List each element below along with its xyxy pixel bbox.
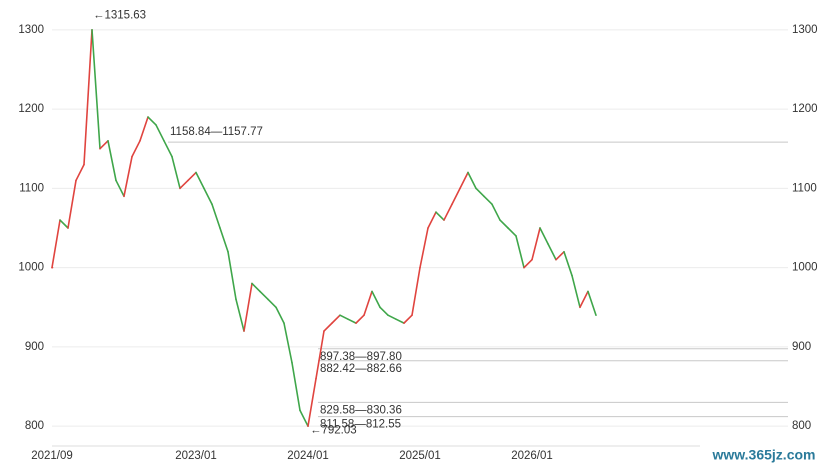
y2-tick-label: 900 — [792, 341, 811, 353]
watermark-bg — [700, 442, 828, 469]
price-segment — [483, 195, 493, 206]
price-segment — [171, 155, 181, 190]
price-segment — [259, 290, 269, 301]
price-segment — [491, 203, 501, 221]
price-segment — [307, 377, 317, 427]
y-tick-label: 800 — [25, 420, 44, 432]
price-segment — [507, 227, 517, 237]
price-segment — [139, 116, 149, 142]
price-segment — [443, 203, 453, 221]
y-tick-label: 1300 — [18, 24, 44, 36]
price-segment — [299, 409, 309, 427]
price-segment — [291, 361, 301, 412]
price-segment — [243, 282, 253, 332]
price-segment — [563, 250, 573, 277]
price-segment — [587, 290, 597, 317]
price-segment — [435, 211, 445, 221]
price-segment — [163, 140, 173, 158]
price-segment — [107, 140, 117, 182]
price-segment — [571, 274, 581, 309]
y-tick-label: 900 — [25, 341, 44, 353]
price-segment — [547, 243, 557, 261]
price-segment — [59, 219, 69, 229]
price-segment — [51, 219, 61, 269]
price-segment — [531, 227, 541, 261]
max-label: ←1315.63 — [93, 9, 146, 21]
watermark: www.365jz.com — [712, 447, 816, 463]
x-tick-label: 2024/01 — [287, 450, 329, 462]
price-segment — [83, 29, 93, 166]
level-label: 882.42—882.66 — [320, 363, 402, 375]
y2-tick-label: 800 — [792, 420, 811, 432]
y2-tick-label: 1200 — [792, 103, 818, 115]
price-segment — [123, 155, 133, 198]
price-segment — [467, 171, 477, 190]
price-segment — [539, 227, 549, 245]
price-segment — [275, 306, 285, 324]
price-segment — [419, 227, 429, 269]
price-segment — [579, 290, 589, 309]
price-segment — [315, 330, 325, 380]
price-segment — [403, 314, 413, 324]
price-segment — [459, 171, 469, 190]
price-segment — [187, 171, 197, 182]
price-segment — [363, 290, 373, 317]
level-label: 811.58—812.55 — [320, 419, 401, 431]
level-label: 897.38—897.80 — [320, 351, 402, 363]
x-tick-label: 2025/01 — [399, 450, 441, 462]
y-tick-label: 1000 — [18, 262, 44, 274]
price-segment — [147, 116, 157, 126]
price-segment — [411, 266, 421, 317]
price-segment — [555, 250, 565, 261]
price-segment — [515, 235, 525, 269]
y2-tick-label: 1000 — [792, 262, 818, 274]
price-segment — [227, 250, 237, 301]
price-segment — [131, 140, 141, 158]
level-label: 1158.84—1157.77 — [170, 126, 263, 138]
price-segment — [203, 187, 213, 206]
price-segment — [67, 179, 77, 229]
y2-tick-label: 1300 — [792, 24, 818, 36]
price-segment — [219, 227, 229, 253]
x-tick-label: 2026/01 — [511, 450, 553, 462]
price-segment — [475, 187, 485, 198]
price-segment — [155, 124, 165, 142]
price-segment — [75, 163, 85, 182]
price-segment — [251, 282, 261, 293]
price-segment — [523, 258, 533, 269]
price-segment — [371, 290, 381, 309]
price-segment — [179, 179, 189, 190]
price-segment — [235, 298, 245, 332]
price-segment — [115, 179, 125, 198]
price-segment — [99, 140, 109, 150]
price-segment — [379, 306, 389, 317]
min-label: ←792.03 — [310, 425, 357, 437]
price-segment — [451, 187, 461, 206]
price-segment — [427, 211, 437, 229]
level-label: 829.58—830.36 — [320, 404, 402, 416]
price-segment — [355, 314, 365, 324]
x-tick-label: 2023/01 — [175, 450, 217, 462]
x-tick-label: 2021/09 — [31, 450, 73, 462]
price-segment — [347, 318, 357, 324]
price-segment — [395, 318, 405, 324]
y2-tick-label: 1100 — [792, 182, 817, 194]
price-segment — [91, 29, 101, 150]
price-segment — [283, 322, 293, 364]
price-segment — [387, 314, 397, 320]
price-segment — [211, 203, 221, 229]
price-segment — [339, 314, 349, 320]
price-segment — [323, 322, 333, 332]
price-segment — [195, 171, 205, 190]
y-tick-label: 1100 — [19, 182, 44, 194]
y-tick-label: 1200 — [18, 103, 44, 115]
price-segment — [267, 298, 277, 309]
price-segment — [499, 219, 509, 229]
price-segment — [331, 314, 341, 324]
